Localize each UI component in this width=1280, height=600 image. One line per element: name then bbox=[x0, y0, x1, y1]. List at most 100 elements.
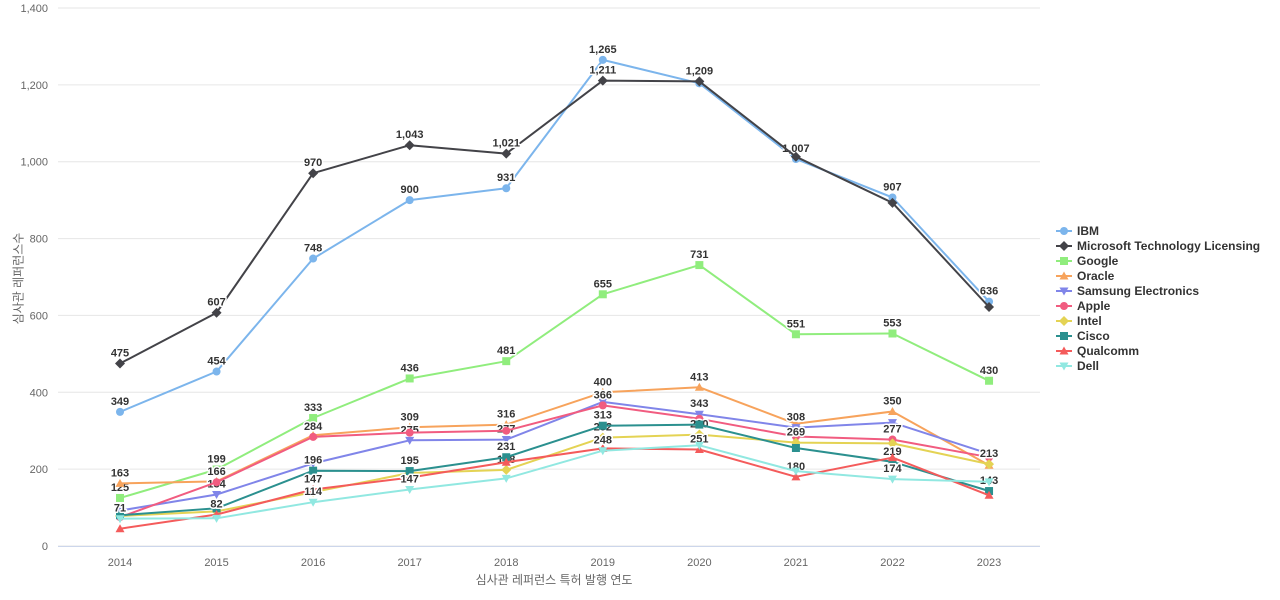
point-samsung-electronics-2018[interactable] bbox=[501, 436, 511, 445]
point-microsoft-technology-licensing-2015[interactable] bbox=[211, 307, 222, 318]
point-samsung-electronics-2021[interactable] bbox=[791, 424, 801, 433]
point-apple-2023[interactable] bbox=[985, 453, 994, 462]
point-google-2016[interactable] bbox=[309, 414, 318, 423]
legend-marker-oracle-icon bbox=[1056, 271, 1072, 279]
point-dell-2017[interactable] bbox=[405, 486, 415, 495]
point-label-intel-2021: 269 bbox=[787, 427, 805, 439]
point-intel-2020[interactable] bbox=[694, 429, 705, 440]
point-qualcomm-2022[interactable] bbox=[887, 453, 897, 462]
point-dell-2014[interactable] bbox=[115, 515, 125, 524]
point-oracle-2018[interactable] bbox=[501, 420, 511, 429]
x-tick-label-2021: 2021 bbox=[784, 557, 808, 569]
x-tick-label-2023: 2023 bbox=[977, 557, 1001, 569]
point-microsoft-technology-licensing-2023[interactable] bbox=[984, 301, 995, 312]
point-google-2019[interactable] bbox=[598, 290, 607, 299]
point-google-2014[interactable] bbox=[116, 493, 124, 502]
point-apple-2016[interactable] bbox=[309, 432, 318, 441]
point-ibm-2015[interactable] bbox=[212, 367, 221, 376]
point-microsoft-technology-licensing-2016[interactable] bbox=[308, 168, 319, 179]
point-label-oracle-2017: 309 bbox=[401, 411, 419, 423]
point-cisco-2015[interactable] bbox=[212, 504, 221, 513]
legend-item-oracle[interactable]: Oracle bbox=[1056, 268, 1260, 283]
point-ibm-2016[interactable] bbox=[309, 254, 318, 263]
point-qualcomm-2023[interactable] bbox=[984, 490, 994, 499]
x-tick-label-2014: 2014 bbox=[108, 557, 132, 569]
point-oracle-2019[interactable] bbox=[598, 387, 608, 396]
point-dell-2020[interactable] bbox=[694, 441, 704, 450]
point-intel-2022[interactable] bbox=[887, 438, 898, 449]
point-google-2020[interactable] bbox=[695, 261, 704, 270]
point-qualcomm-2014[interactable] bbox=[115, 524, 125, 533]
point-label-microsoft-technology-licensing-2016: 970 bbox=[304, 157, 322, 169]
point-apple-2018[interactable] bbox=[502, 426, 511, 435]
point-oracle-2014[interactable] bbox=[115, 478, 125, 487]
point-ibm-2018[interactable] bbox=[502, 184, 511, 193]
legend-item-apple[interactable]: Apple bbox=[1056, 298, 1260, 313]
legend-item-microsoft-technology-licensing[interactable]: Microsoft Technology Licensing bbox=[1056, 238, 1260, 253]
point-dell-2016[interactable] bbox=[308, 498, 318, 507]
point-cisco-2021[interactable] bbox=[791, 444, 800, 453]
legend-item-intel[interactable]: Intel bbox=[1056, 313, 1260, 328]
legend-item-qualcomm[interactable]: Qualcomm bbox=[1056, 343, 1260, 358]
point-label-microsoft-technology-licensing-2015: 607 bbox=[207, 297, 225, 309]
point-microsoft-technology-licensing-2021[interactable] bbox=[790, 151, 801, 162]
point-apple-2019[interactable] bbox=[598, 401, 607, 410]
point-samsung-electronics-2020[interactable] bbox=[694, 410, 704, 419]
point-samsung-electronics-2015[interactable] bbox=[212, 491, 222, 500]
point-oracle-2022[interactable] bbox=[887, 407, 897, 415]
point-qualcomm-2018[interactable] bbox=[501, 457, 511, 466]
y-tick-label-800: 800 bbox=[30, 234, 48, 246]
point-microsoft-technology-licensing-2014[interactable] bbox=[115, 358, 125, 369]
point-intel-2023[interactable] bbox=[984, 459, 995, 470]
point-dell-2022[interactable] bbox=[887, 475, 897, 484]
point-cisco-2020[interactable] bbox=[695, 420, 704, 429]
point-dell-2023[interactable] bbox=[984, 478, 994, 487]
point-cisco-2018[interactable] bbox=[502, 453, 511, 462]
point-cisco-2017[interactable] bbox=[405, 467, 414, 476]
point-ibm-2014[interactable] bbox=[116, 407, 125, 416]
point-cisco-2016[interactable] bbox=[309, 466, 318, 475]
point-samsung-electronics-2022[interactable] bbox=[887, 419, 897, 428]
point-qualcomm-2021[interactable] bbox=[791, 472, 801, 481]
point-intel-2018[interactable] bbox=[501, 464, 512, 475]
point-google-2015[interactable] bbox=[212, 465, 221, 474]
point-google-2018[interactable] bbox=[502, 357, 511, 366]
point-microsoft-technology-licensing-2022[interactable] bbox=[887, 197, 898, 208]
point-microsoft-technology-licensing-2017[interactable] bbox=[404, 140, 415, 151]
point-ibm-2017[interactable] bbox=[405, 196, 414, 205]
point-dell-2015[interactable] bbox=[212, 514, 222, 523]
legend-label-qualcomm: Qualcomm bbox=[1077, 343, 1140, 358]
point-microsoft-technology-licensing-2020[interactable] bbox=[694, 76, 705, 87]
point-apple-2015[interactable] bbox=[212, 478, 221, 487]
legend-item-samsung-electronics[interactable]: Samsung Electronics bbox=[1056, 283, 1260, 298]
point-google-2022[interactable] bbox=[888, 329, 897, 338]
point-dell-2021[interactable] bbox=[791, 467, 801, 476]
point-cisco-2019[interactable] bbox=[598, 421, 607, 430]
point-ibm-2019[interactable] bbox=[598, 55, 607, 64]
point-oracle-2020[interactable] bbox=[694, 382, 704, 391]
point-dell-2018[interactable] bbox=[501, 474, 511, 483]
point-intel-2019[interactable] bbox=[597, 432, 608, 443]
legend-item-google[interactable]: Google bbox=[1056, 253, 1260, 268]
legend-item-cisco[interactable]: Cisco bbox=[1056, 328, 1260, 343]
legend-label-ibm: IBM bbox=[1077, 223, 1099, 238]
point-qualcomm-2016[interactable] bbox=[308, 485, 318, 494]
point-google-2017[interactable] bbox=[405, 374, 414, 383]
point-google-2023[interactable] bbox=[985, 376, 994, 385]
legend-item-dell[interactable]: Dell bbox=[1056, 358, 1260, 373]
point-samsung-electronics-2016[interactable] bbox=[308, 459, 318, 468]
point-oracle-2017[interactable] bbox=[405, 422, 415, 431]
point-qualcomm-2017[interactable] bbox=[405, 473, 415, 482]
legend-item-ibm[interactable]: IBM bbox=[1056, 223, 1260, 238]
legend-label-cisco: Cisco bbox=[1077, 328, 1110, 343]
point-microsoft-technology-licensing-2018[interactable] bbox=[501, 148, 512, 159]
point-dell-2019[interactable] bbox=[598, 447, 608, 456]
series-line-microsoft-technology-licensing bbox=[119, 79, 990, 365]
point-microsoft-technology-licensing-2019[interactable] bbox=[597, 75, 608, 86]
point-ibm-2022[interactable] bbox=[888, 193, 897, 202]
point-label-google-2021: 551 bbox=[787, 318, 805, 330]
point-google-2021[interactable] bbox=[791, 330, 800, 339]
point-apple-2021[interactable] bbox=[791, 432, 800, 441]
point-samsung-electronics-2017[interactable] bbox=[405, 436, 415, 445]
point-apple-2017[interactable] bbox=[405, 428, 414, 437]
